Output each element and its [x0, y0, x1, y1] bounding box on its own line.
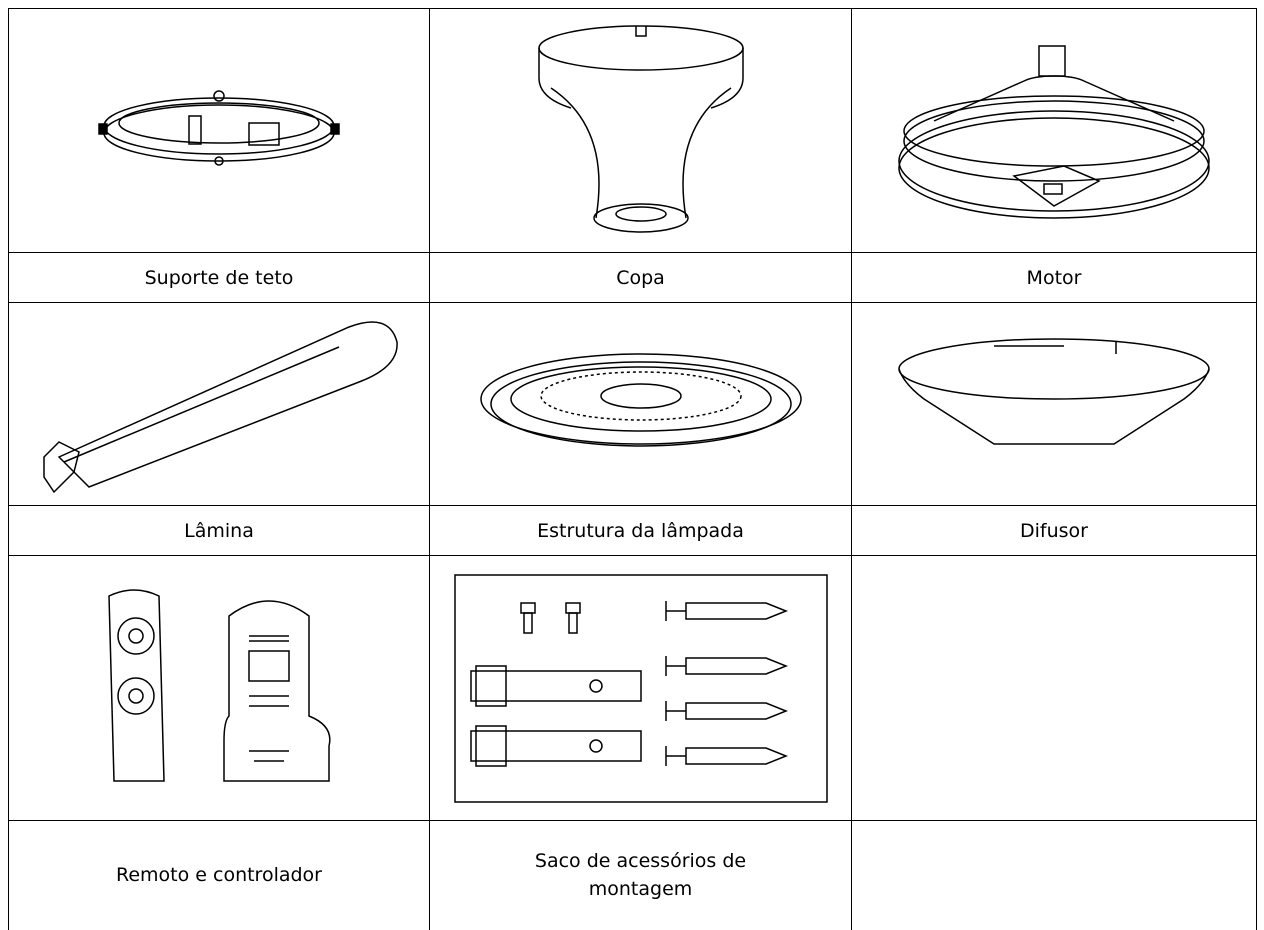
part-label: Difusor: [1020, 519, 1088, 542]
part-label: Saco de acessórios de montagem: [534, 850, 747, 901]
empty-cell: [851, 820, 1257, 930]
image-cell: [851, 8, 1257, 253]
label-row: Lâmina Estrutura da lâmpada Difusor: [8, 505, 1257, 556]
part-label: Copa: [616, 266, 665, 289]
image-cell: [8, 555, 430, 821]
part-label: Suporte de teto: [144, 266, 294, 289]
canopy-image: [537, 25, 744, 233]
image-cell: [851, 302, 1257, 506]
image-row: [8, 555, 1257, 821]
label-cell: Lâmina: [8, 505, 430, 556]
image-cell: [8, 8, 430, 253]
part-label: Lâmina: [184, 519, 254, 542]
mounting-bag-image: [453, 573, 828, 803]
image-cell: [8, 302, 430, 506]
label-cell: Motor: [851, 252, 1257, 303]
parts-table: Suporte de teto Copa Motor Lâmina Est: [8, 8, 1257, 930]
image-cell: [429, 8, 852, 253]
label-cell: Difusor: [851, 505, 1257, 556]
image-cell: [429, 555, 852, 821]
label-row: Suporte de teto Copa Motor: [8, 252, 1257, 303]
part-label: Estrutura da lâmpada: [537, 519, 744, 542]
image-row: [8, 302, 1257, 506]
light-frame-image: [479, 353, 802, 447]
label-row: Remoto e controlador Saco de acessórios …: [8, 820, 1257, 930]
label-cell: Suporte de teto: [8, 252, 430, 303]
motor-image: [898, 44, 1210, 219]
diffuser-image: [898, 338, 1210, 445]
label-cell: Estrutura da lâmpada: [429, 505, 852, 556]
image-row: [8, 8, 1257, 253]
label-cell: Remoto e controlador: [8, 820, 430, 930]
ceiling-bracket-image: [98, 89, 340, 166]
label-cell: Copa: [429, 252, 852, 303]
label-cell: Saco de acessórios de montagem: [429, 820, 852, 930]
empty-cell: [851, 555, 1257, 821]
remote-controller-image: [108, 588, 331, 782]
blade-image: [43, 320, 398, 493]
part-label: Motor: [1026, 266, 1082, 289]
image-cell: [429, 302, 852, 506]
part-label: Remoto e controlador: [115, 864, 322, 887]
